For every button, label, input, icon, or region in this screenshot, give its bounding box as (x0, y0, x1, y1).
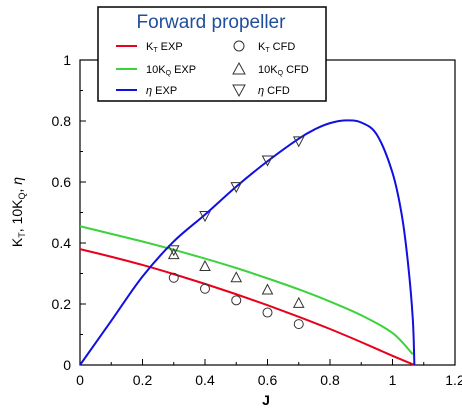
axis-ticks: 0 0.2 0.4 0.6 0.8 1 1.2 0 0.2 0.4 0.6 0.8 1 (52, 52, 462, 388)
series-line-kq-exp (79, 225, 414, 356)
y-tick-label: 0.2 (52, 296, 72, 312)
marker-kt-cfd (262, 307, 273, 318)
marker-kq-cfd (199, 259, 211, 271)
marker-kq-cfd (230, 271, 243, 283)
marker-kq-cfd (261, 283, 274, 295)
series-markers (167, 136, 305, 330)
marker-eta-cfd (167, 245, 180, 257)
y-tick-label: 0.4 (52, 235, 72, 251)
chart-title: Forward propeller (137, 12, 287, 33)
x-axis-title: J (262, 392, 270, 408)
marker-kq-cfd (167, 248, 180, 260)
marker-kt-cfd (231, 295, 242, 306)
x-tick-label: 0.6 (258, 372, 278, 388)
legend-kt-cfd-label: KT CFD (258, 41, 295, 54)
x-tick-label: 0.4 (195, 372, 215, 388)
x-tick-label: 0.2 (133, 372, 153, 388)
x-tick-label: 0 (76, 372, 84, 388)
legend-kq-cfd-marker (232, 61, 246, 75)
legend: Forward propeller KT EXP 10KQ EXP η EXP … (97, 6, 327, 102)
legend-box (97, 6, 327, 102)
series-lines (79, 119, 416, 366)
marker-kt-cfd (168, 272, 179, 283)
series-line-eta-exp (79, 119, 416, 366)
y-tick-label: 1 (63, 52, 71, 68)
legend-eta-exp-label: η EXP (146, 85, 177, 97)
marker-eta-cfd (292, 136, 305, 148)
marker-kt-cfd (293, 319, 304, 330)
plot-area-frame (79, 59, 456, 366)
x-tick-label: 1 (389, 372, 397, 388)
marker-eta-cfd (199, 211, 211, 223)
x-tick-label: 0.8 (320, 372, 340, 388)
series-line-kt-exp (79, 248, 415, 366)
y-tick-label: 0 (63, 357, 71, 373)
y-tick-label: 0.8 (52, 113, 72, 129)
x-tick-label: 1.2 (445, 372, 462, 388)
legend-kt-cfd-marker (233, 40, 245, 52)
legend-eta-cfd-marker (232, 84, 246, 98)
y-axis-title: KT, 10KQ, η (9, 177, 27, 247)
marker-eta-cfd (230, 182, 243, 194)
legend-kq-cfd-label: 10KQ CFD (258, 64, 309, 77)
legend-kq-exp-label: 10KQ EXP (146, 64, 196, 77)
marker-kq-cfd (292, 296, 305, 308)
legend-eta-cfd-label: η CFD (258, 85, 290, 97)
marker-eta-cfd (261, 155, 274, 167)
marker-kt-cfd (200, 283, 210, 294)
legend-kt-exp-label: KT EXP (146, 41, 183, 54)
y-tick-label: 0.6 (52, 174, 72, 190)
